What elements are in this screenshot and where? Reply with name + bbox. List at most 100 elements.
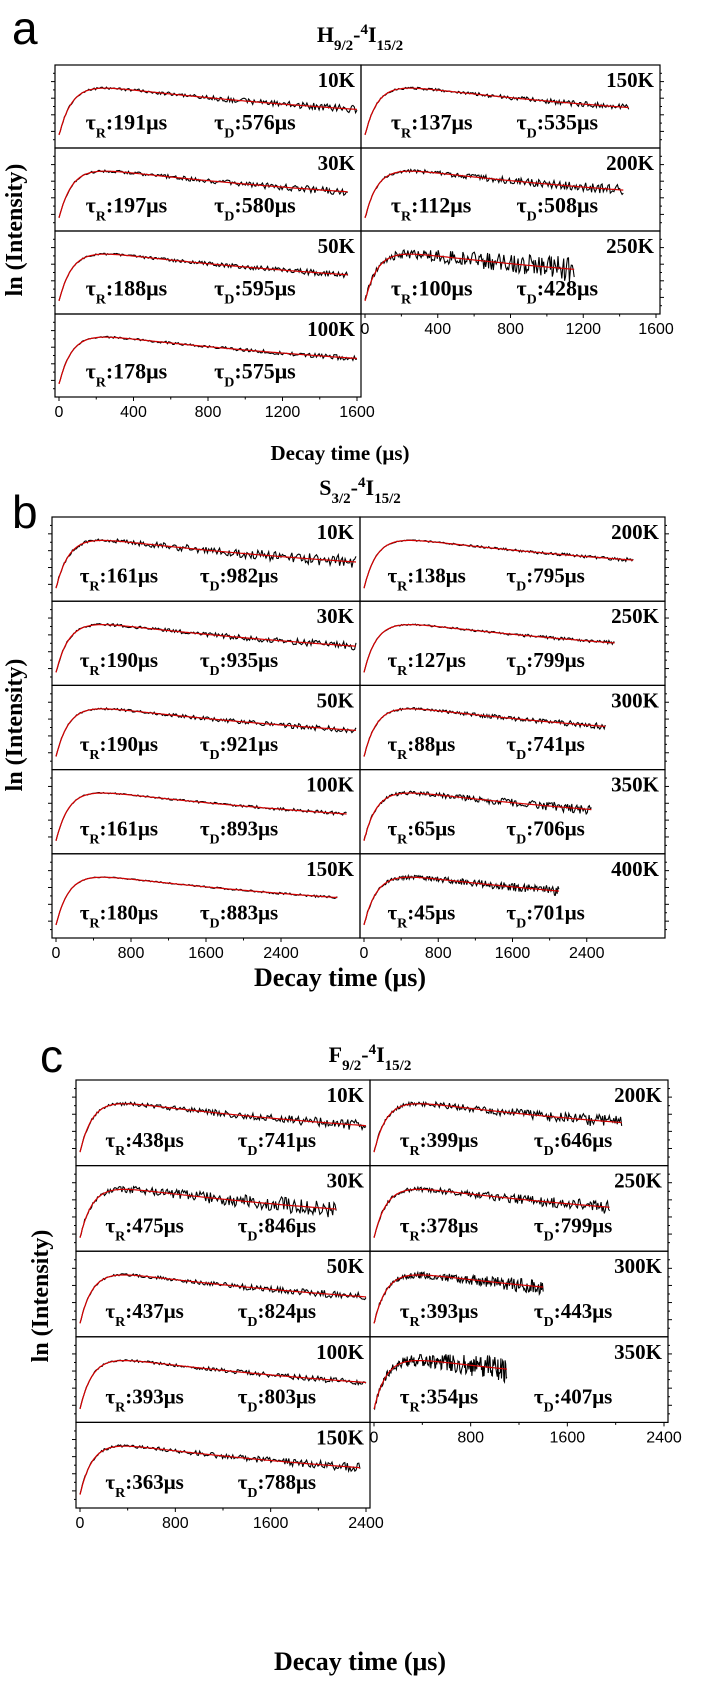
tau-symbol: τ: [387, 900, 397, 924]
rise-time-label: τR:161μs: [80, 564, 158, 595]
rise-time-label: τR:45μs: [387, 900, 455, 931]
decay-time-label: τD:575μs: [214, 359, 296, 391]
tau-value: :161μs: [100, 816, 159, 840]
panel-title: F9/2-4I15/2: [329, 1042, 412, 1074]
panel-letter: a: [12, 2, 38, 54]
decay-time-label: τD:706μs: [506, 816, 584, 847]
tau-symbol: τ: [214, 193, 224, 218]
tau-subscript: D: [247, 1486, 257, 1501]
decay-time-label: τD:595μs: [214, 276, 296, 308]
tau-symbol: τ: [387, 732, 397, 756]
tau-value: :407μs: [554, 1385, 613, 1409]
fit-curve: [373, 1188, 610, 1238]
fit-curve: [373, 1103, 622, 1153]
tau-symbol: τ: [105, 1128, 115, 1152]
tau-value: :535μs: [537, 110, 599, 135]
tau-subscript: D: [247, 1314, 257, 1329]
x-axis-label: Decay time (μs): [270, 441, 409, 465]
title-part: 15/2: [377, 38, 404, 54]
rise-time-label: τR:197μs: [86, 193, 168, 225]
rise-time-label: τR:88μs: [387, 732, 455, 763]
x-axis-label: Decay time (μs): [254, 963, 426, 992]
x-axis-label: Decay time (μs): [274, 1647, 446, 1676]
rise-time-label: τR:378μs: [400, 1213, 478, 1244]
tau-value: :88μs: [407, 732, 455, 756]
tau-symbol: τ: [80, 816, 90, 840]
tau-symbol: τ: [516, 110, 526, 135]
tau-symbol: τ: [387, 564, 397, 588]
title-part: F: [329, 1042, 342, 1067]
tau-subscript: R: [397, 663, 408, 678]
rise-time-label: τR:190μs: [80, 732, 158, 763]
tau-subscript: D: [224, 375, 234, 390]
decay-time-label: τD:799μs: [534, 1213, 612, 1244]
tau-value: :576μs: [234, 110, 296, 135]
x-tick-label: 0: [76, 1515, 85, 1532]
tau-value: :824μs: [258, 1299, 317, 1323]
tau-symbol: τ: [387, 816, 397, 840]
tau-value: :799μs: [526, 648, 585, 672]
tau-symbol: τ: [506, 648, 516, 672]
fit-curve: [79, 1188, 337, 1238]
tau-subscript: R: [401, 209, 412, 224]
tau-subscript: D: [247, 1400, 257, 1415]
tau-subscript: R: [89, 916, 100, 931]
title-part: 15/2: [374, 491, 401, 507]
tau-symbol: τ: [200, 900, 210, 924]
rise-time-label: τR:178μs: [86, 359, 168, 391]
temperature-label: 150K: [606, 68, 655, 92]
tau-value: :354μs: [420, 1385, 479, 1409]
tau-symbol: τ: [506, 816, 516, 840]
temperature-label: 100K: [316, 1340, 365, 1364]
decay-time-label: τD:428μs: [516, 276, 598, 308]
rise-time-label: τR:112μs: [391, 193, 472, 225]
temperature-label: 150K: [306, 857, 355, 881]
tau-value: :112μs: [411, 193, 472, 218]
rise-time-label: τR:137μs: [391, 110, 473, 142]
tau-value: :443μs: [554, 1299, 613, 1323]
temperature-label: 200K: [606, 151, 655, 175]
title-part: H: [317, 22, 334, 47]
tau-value: :982μs: [220, 564, 279, 588]
temperature-label: 250K: [614, 1169, 663, 1193]
data-trace: [373, 1353, 508, 1411]
tau-subscript: D: [544, 1400, 554, 1415]
tau-value: :846μs: [258, 1213, 317, 1237]
x-tick-label: 2400: [646, 1429, 682, 1446]
y-axis-label: ln (Intensity): [2, 659, 28, 792]
tau-symbol: τ: [238, 1299, 248, 1323]
title-part: -: [361, 1042, 368, 1067]
decay-time-label: τD:701μs: [506, 900, 584, 931]
temperature-label: 10K: [318, 68, 356, 92]
rise-time-label: τR:188μs: [86, 276, 168, 308]
temperature-label: 10K: [327, 1083, 365, 1107]
tau-symbol: τ: [238, 1385, 248, 1409]
temperature-label: 150K: [316, 1425, 365, 1449]
temperature-label: 250K: [611, 604, 660, 628]
fit-curve: [58, 336, 358, 385]
tau-value: :138μs: [407, 564, 466, 588]
tau-symbol: τ: [80, 900, 90, 924]
tau-value: :45μs: [407, 900, 455, 924]
fit-curve: [373, 1360, 507, 1410]
title-part: 15/2: [385, 1058, 412, 1074]
tau-subscript: D: [210, 579, 220, 594]
decay-time-label: τD:883μs: [200, 900, 278, 931]
tau-symbol: τ: [238, 1128, 248, 1152]
tau-value: :475μs: [125, 1213, 184, 1237]
tau-subscript: D: [516, 579, 526, 594]
decay-time-label: τD:921μs: [200, 732, 278, 763]
tau-value: :161μs: [100, 564, 159, 588]
tau-value: :180μs: [100, 900, 159, 924]
decay-time-label: τD:741μs: [506, 732, 584, 763]
x-tick-label: 800: [195, 404, 222, 421]
tau-subscript: R: [401, 292, 412, 307]
tau-subscript: D: [516, 663, 526, 678]
title-part: S: [319, 475, 331, 500]
